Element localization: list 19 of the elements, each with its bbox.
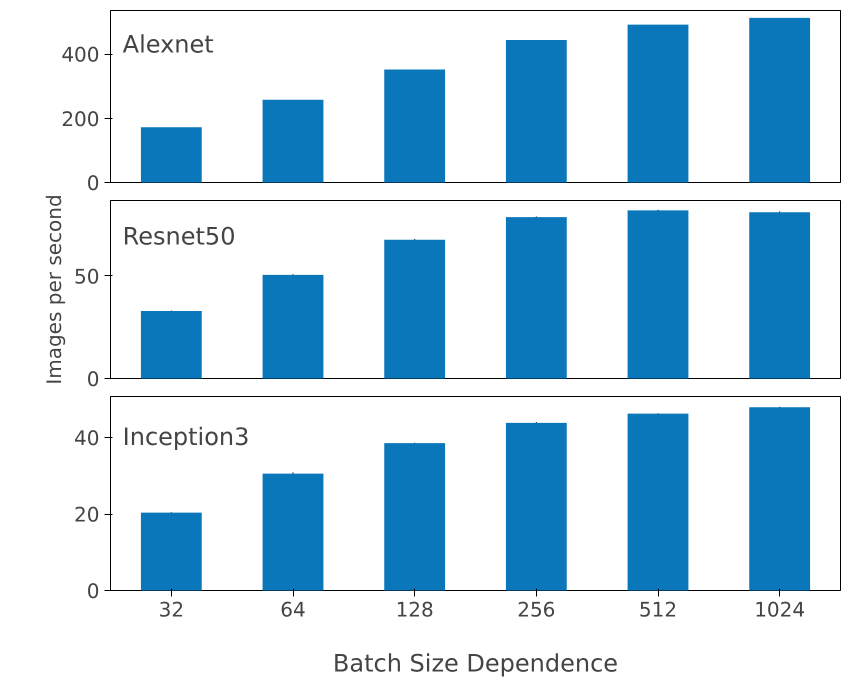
y-tick-label: 40 xyxy=(74,426,100,450)
annotation: Alexnet xyxy=(122,30,214,59)
y-tick-label: 0 xyxy=(86,579,100,603)
x-tick-label: 512 xyxy=(638,598,678,622)
y-tick-label: 0 xyxy=(86,367,100,391)
annotation: Resnet50 xyxy=(122,222,236,250)
y-axis-title: Images per second xyxy=(42,194,66,385)
x-tick-label: 32 xyxy=(158,598,184,622)
y-tick-label: 0 xyxy=(86,171,100,195)
y-tick-label: 50 xyxy=(74,264,100,288)
x-tick-label: 64 xyxy=(280,598,306,622)
x-tick-label: 128 xyxy=(396,598,434,622)
x-tick-label: 256 xyxy=(517,598,556,622)
y-tick-label: 400 xyxy=(61,42,100,67)
y-tick-label: 20 xyxy=(74,502,100,527)
x-tick-label: 1024 xyxy=(754,598,806,622)
annotation: Inception3 xyxy=(122,422,250,451)
x-axis-title: Batch Size Dependence xyxy=(332,650,618,678)
y-tick-label: 200 xyxy=(61,106,100,131)
